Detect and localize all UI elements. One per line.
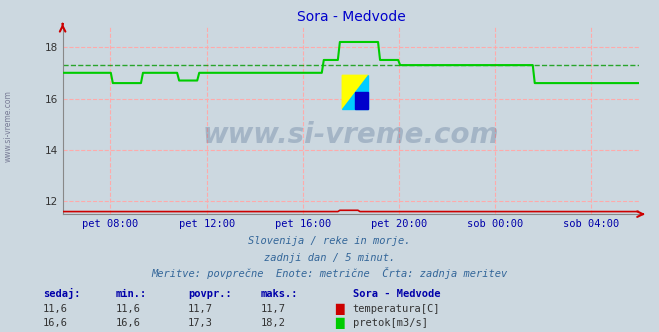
Text: 17,3: 17,3 bbox=[188, 318, 213, 328]
Text: zadnji dan / 5 minut.: zadnji dan / 5 minut. bbox=[264, 253, 395, 263]
Polygon shape bbox=[342, 75, 368, 109]
Text: 11,7: 11,7 bbox=[188, 304, 213, 314]
Text: 11,7: 11,7 bbox=[260, 304, 285, 314]
Text: Sora - Medvode: Sora - Medvode bbox=[353, 289, 440, 299]
Text: povpr.:: povpr.: bbox=[188, 289, 231, 299]
Text: www.si-vreme.com: www.si-vreme.com bbox=[203, 122, 499, 149]
Text: www.si-vreme.com: www.si-vreme.com bbox=[4, 90, 13, 162]
Text: 16,6: 16,6 bbox=[43, 318, 68, 328]
Text: temperatura[C]: temperatura[C] bbox=[353, 304, 440, 314]
Polygon shape bbox=[342, 75, 368, 109]
Text: pretok[m3/s]: pretok[m3/s] bbox=[353, 318, 428, 328]
Text: maks.:: maks.: bbox=[260, 289, 298, 299]
Text: min.:: min.: bbox=[115, 289, 146, 299]
Title: Sora - Medvode: Sora - Medvode bbox=[297, 10, 405, 24]
Text: sedaj:: sedaj: bbox=[43, 288, 80, 299]
Text: 16,6: 16,6 bbox=[115, 318, 140, 328]
Text: █: █ bbox=[335, 304, 343, 315]
Polygon shape bbox=[355, 92, 368, 109]
Text: Slovenija / reke in morje.: Slovenija / reke in morje. bbox=[248, 236, 411, 246]
Text: █: █ bbox=[335, 318, 343, 329]
Text: 18,2: 18,2 bbox=[260, 318, 285, 328]
Text: 11,6: 11,6 bbox=[115, 304, 140, 314]
Text: Meritve: povprečne  Enote: metrične  Črta: zadnja meritev: Meritve: povprečne Enote: metrične Črta:… bbox=[152, 267, 507, 279]
Text: 11,6: 11,6 bbox=[43, 304, 68, 314]
